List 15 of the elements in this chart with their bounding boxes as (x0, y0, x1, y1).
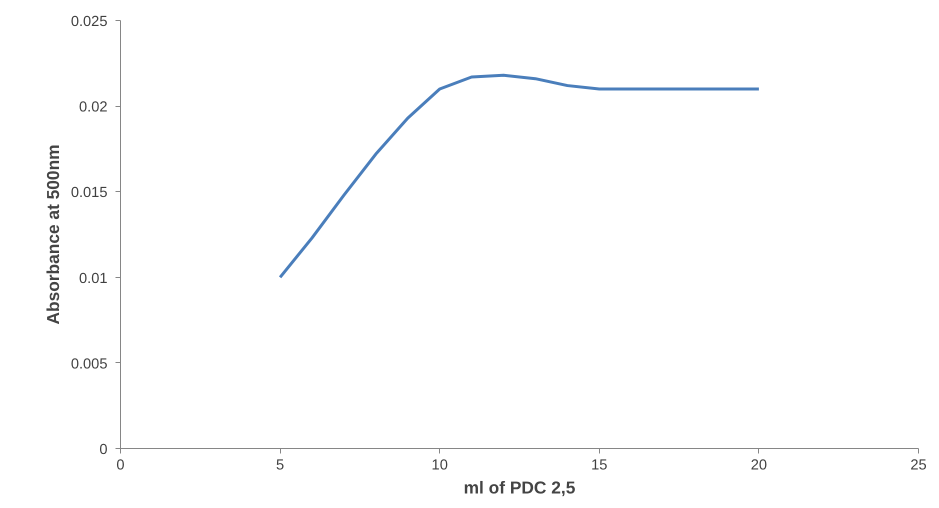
x-tick-label: 20 (750, 458, 768, 474)
x-tick-label: 10 (432, 458, 448, 474)
line-series (278, 74, 760, 279)
y-tick-label: 0.025 (70, 14, 108, 30)
y-tick-label: 0.01 (78, 270, 108, 287)
x-tick-label: 5 (276, 458, 284, 474)
x-tick-label: 0 (116, 458, 125, 474)
x-tick-label: 25 (910, 458, 927, 474)
y-tick-label: 0.02 (78, 100, 108, 116)
y-tick-label: 0.015 (70, 185, 108, 202)
y-tick-label: 0.005 (70, 356, 108, 372)
x-tick-label: 15 (591, 458, 608, 474)
x-axis-title: ml of PDC 2,5 (464, 478, 576, 498)
y-tick-label: 0 (99, 442, 108, 458)
y-axis-title: Absorbance at 500nm (42, 144, 63, 325)
